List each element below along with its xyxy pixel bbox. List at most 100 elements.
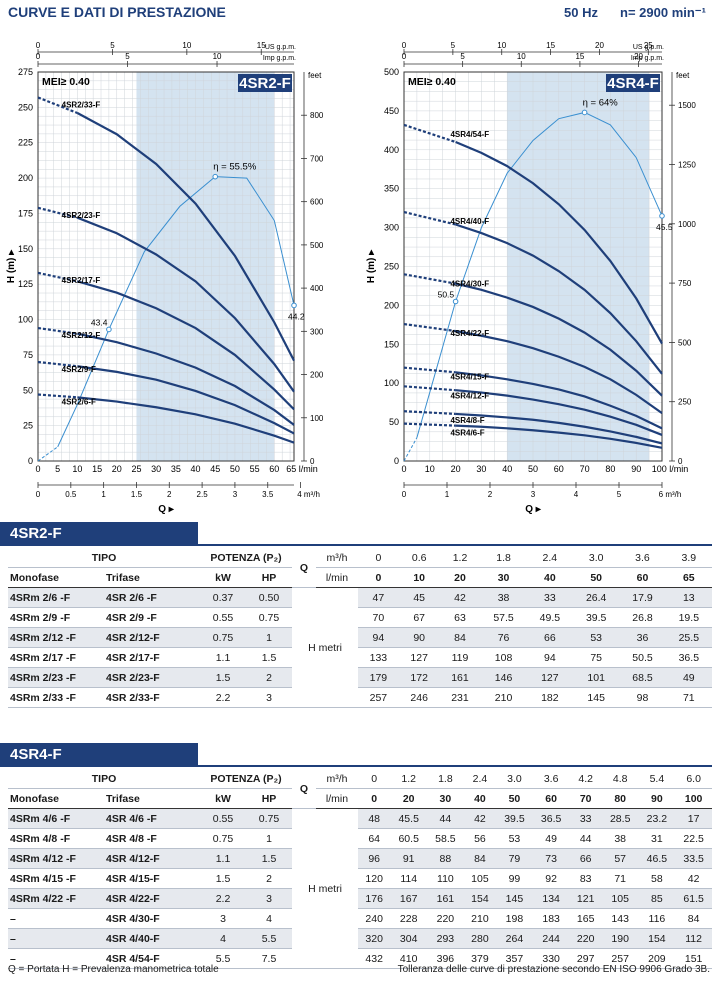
table-row: 4SRm 2/23 -F 4SR 2/23-F 1.5 2 179 172 161 146 12… <box>8 667 712 688</box>
pump-curve-label: 4SR4/6-F <box>450 429 484 438</box>
y-tick-label: 150 <box>18 244 33 254</box>
feet-tick-label: 500 <box>678 338 692 347</box>
head-value: 293 <box>427 928 464 949</box>
y-tick-label: 100 <box>18 315 33 325</box>
head-value: 116 <box>638 908 676 929</box>
model-monofase: – <box>8 908 104 929</box>
m3h-tick-label: 1.5 <box>131 490 143 499</box>
m3h-tick-label: 3 <box>531 490 536 499</box>
head-value: 53 <box>573 627 620 648</box>
pump-curve-label: 4SR4/15-F <box>450 373 489 382</box>
y-tick-label: 500 <box>384 67 399 77</box>
power-kw: 0.55 <box>200 607 246 628</box>
header-h-metri: H metri <box>292 587 358 708</box>
x-tick-label: 100 l/min <box>652 464 689 474</box>
x-axis-label: Q ▸ <box>525 504 542 515</box>
power-kw: 3 <box>200 908 246 929</box>
footer-tolerance: Tolleranza delle curve di prestazione se… <box>397 964 710 975</box>
power-kw: 0.75 <box>200 627 246 648</box>
model-trifase: 4SR 4/30-F <box>104 908 200 929</box>
head-value: 75 <box>573 647 620 668</box>
y-axis-label: H (m) ▸ <box>366 249 377 283</box>
head-value: 91 <box>390 848 428 869</box>
usgpm-tick-label: 15 <box>546 41 555 50</box>
pump-curve <box>76 216 295 393</box>
flow-m3h: 1.2 <box>390 769 428 789</box>
head-value: 257 <box>358 687 399 708</box>
feet-tick-label: 800 <box>310 111 324 120</box>
table-header-row: Monofase Trifase kW HP l/min 0 10 20 30 40 50 60 65 <box>8 567 712 588</box>
head-value: 48 <box>358 808 391 829</box>
head-value: 220 <box>569 928 602 949</box>
impgpm-unit: Imp g.p.m. <box>631 55 664 62</box>
x-tick-label: 5 <box>55 464 60 474</box>
head-value: 127 <box>398 647 440 668</box>
head-value: 53 <box>496 828 533 849</box>
pump-curve-start <box>403 273 456 285</box>
model-badge <box>238 74 292 92</box>
header-tipo: TIPO <box>8 548 200 568</box>
flow-m3h: 3.6 <box>532 769 570 789</box>
pump-curve <box>455 412 663 445</box>
efficiency-curve-start <box>403 437 418 462</box>
model-badge-label: 4SR4-F <box>607 75 659 92</box>
head-value: 38 <box>601 828 639 849</box>
table-row: 4SRm 4/12 -F 4SR 4/12-F 1.1 1.5 96 91 88 84 79 73… <box>8 848 712 869</box>
m3h-tick-label: 2 <box>488 490 493 499</box>
feet-tick-label: 250 <box>678 398 692 407</box>
pump-curve-label: 4SR4/8-F <box>450 416 484 425</box>
header-monofase: Monofase <box>8 567 104 588</box>
head-value: 209 <box>638 948 676 969</box>
x-tick-label: 60 <box>269 464 279 474</box>
head-value: 396 <box>427 948 464 969</box>
power-hp: 4 <box>246 908 292 929</box>
table-title-4sr4: 4SR4-F <box>0 743 198 767</box>
x-tick-label: 80 <box>605 464 615 474</box>
head-value: 64 <box>358 828 391 849</box>
speed-info: 50 Hz n= 2900 min⁻¹ <box>542 5 706 21</box>
pump-curve-start <box>403 410 456 416</box>
head-value: 70 <box>358 607 399 628</box>
header-trifase: Trifase <box>104 567 200 588</box>
feet-tick-label: 0 <box>310 457 315 466</box>
header-kw: kW <box>200 788 246 809</box>
feet-tick-label: 1000 <box>678 220 696 229</box>
pump-curve-start <box>403 123 456 144</box>
x-tick-label: 55 <box>250 464 260 474</box>
head-value: 45.5 <box>390 808 428 829</box>
header-h-metri: H metri <box>292 808 358 969</box>
flow-lmin: 40 <box>526 567 574 588</box>
pump-curve-start <box>403 322 456 333</box>
m3h-tick-label: 4 m³/h <box>297 490 320 499</box>
flow-lmin: 20 <box>390 788 428 809</box>
m3h-tick-label: 1 <box>101 490 106 499</box>
head-value: 44 <box>569 828 602 849</box>
head-value: 71 <box>665 687 712 708</box>
header-lmin: l/min <box>316 788 358 809</box>
efficiency-label: η = 55.5% <box>213 162 257 173</box>
table-row: 4SRm 2/17 -F 4SR 2/17-F 1.1 1.5 133 127 119 108… <box>8 647 712 668</box>
head-value: 17 <box>675 808 712 829</box>
flow-lmin: 100 <box>675 788 712 809</box>
power-hp: 1 <box>246 627 292 648</box>
head-value: 410 <box>390 948 428 969</box>
power-hp: 1.5 <box>246 848 292 869</box>
model-monofase: 4SRm 4/22 -F <box>8 888 104 909</box>
power-kw: 1.5 <box>200 868 246 889</box>
x-tick-label: 20 <box>451 464 461 474</box>
x-tick-label: 15 <box>92 464 102 474</box>
x-tick-label: 65 l/min <box>286 464 318 474</box>
efficiency-start-point <box>106 326 112 333</box>
power-kw: 2.2 <box>200 888 246 909</box>
head-value: 83 <box>569 868 602 889</box>
pump-curve-label: 4SR2/23-F <box>62 211 101 220</box>
header-q: Q <box>292 548 316 588</box>
head-value: 50.5 <box>619 647 666 668</box>
pump-curve-start <box>403 385 456 392</box>
feet-tick-label: 300 <box>310 327 324 336</box>
head-value: 39.5 <box>496 808 533 829</box>
head-value: 161 <box>439 667 481 688</box>
head-value: 154 <box>463 888 497 909</box>
m3h-tick-label: 6 m³/h <box>659 490 682 499</box>
